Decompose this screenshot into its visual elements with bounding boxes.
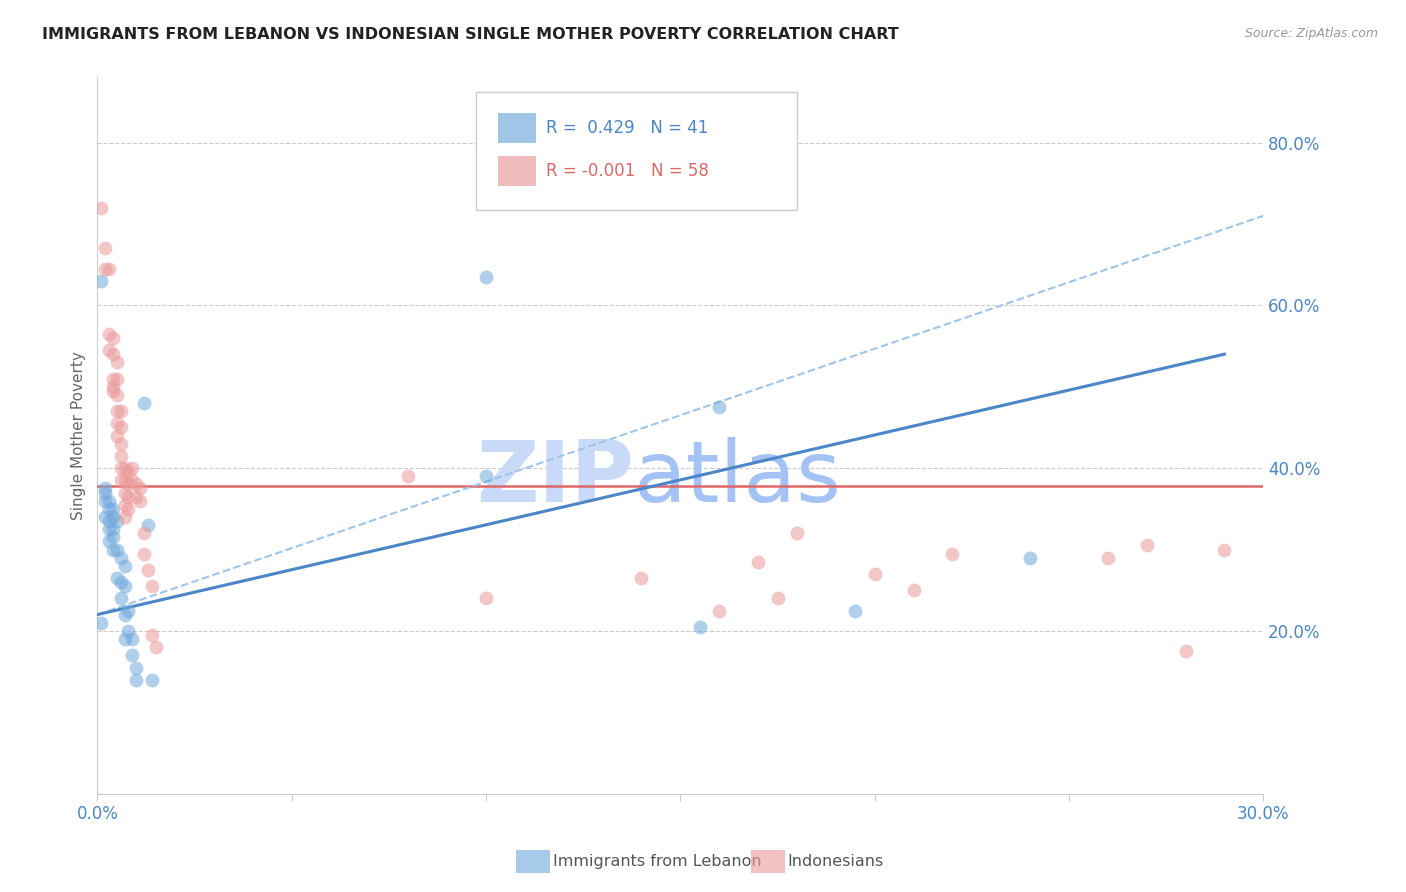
FancyBboxPatch shape [477, 92, 797, 210]
Text: R = -0.001   N = 58: R = -0.001 N = 58 [547, 161, 709, 179]
Text: Source: ZipAtlas.com: Source: ZipAtlas.com [1244, 27, 1378, 40]
Text: Indonesians: Indonesians [787, 855, 883, 869]
Text: R =  0.429   N = 41: R = 0.429 N = 41 [547, 119, 709, 136]
Y-axis label: Single Mother Poverty: Single Mother Poverty [72, 351, 86, 520]
Text: Immigrants from Lebanon: Immigrants from Lebanon [553, 855, 761, 869]
FancyBboxPatch shape [499, 112, 536, 143]
Text: ZIP: ZIP [477, 437, 634, 520]
Text: IMMIGRANTS FROM LEBANON VS INDONESIAN SINGLE MOTHER POVERTY CORRELATION CHART: IMMIGRANTS FROM LEBANON VS INDONESIAN SI… [42, 27, 898, 42]
FancyBboxPatch shape [499, 155, 536, 186]
Text: atlas: atlas [634, 437, 842, 520]
